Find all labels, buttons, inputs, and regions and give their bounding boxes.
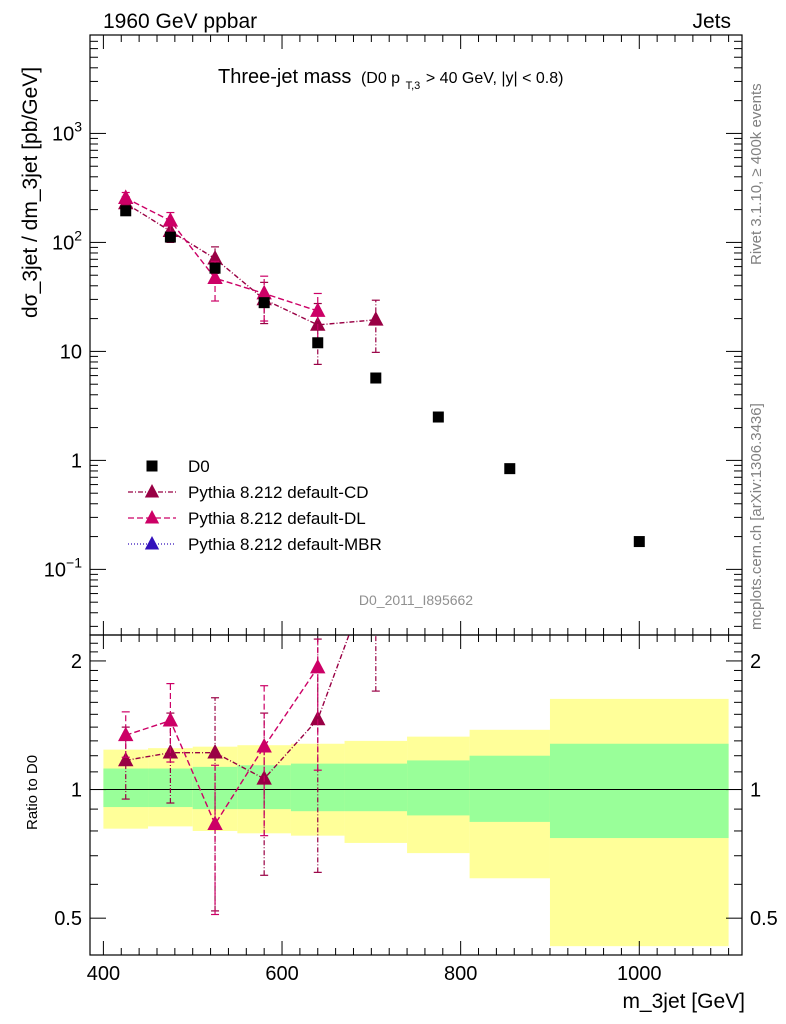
- x-tick-label: 600: [265, 963, 298, 985]
- legend-label: D0: [188, 457, 210, 476]
- y-tick-label: 103: [52, 118, 82, 145]
- ratio-axis-label: Ratio to D0: [24, 755, 41, 830]
- energy-label: 1960 GeV ppbar: [103, 10, 257, 33]
- y-tick-label: 102: [52, 227, 82, 254]
- series-marker: [310, 302, 326, 317]
- ratio-line: [125, 667, 319, 826]
- process-label: Jets: [692, 10, 731, 33]
- legend-series-marker: [144, 509, 160, 524]
- y-tick-exponent: −1: [66, 554, 82, 570]
- ratio-marker: [310, 658, 326, 674]
- y-tick-exponent: 2: [74, 227, 82, 243]
- y-tick-label: 10: [60, 341, 82, 363]
- data-marker: [258, 297, 270, 309]
- ratio-marker: [207, 743, 223, 759]
- ratio-tick-label: 2: [71, 651, 82, 673]
- data-marker: [633, 536, 645, 548]
- ratio-marker: [118, 751, 134, 767]
- data-marker: [504, 463, 516, 475]
- ratio-tick-label-right: 2: [750, 651, 761, 673]
- series-main-1: [118, 189, 326, 340]
- ratio-frame: [89, 634, 743, 956]
- ratio-tick-label-right: 0.5: [750, 908, 778, 930]
- y-tick-base: 10: [52, 123, 74, 145]
- series-marker: [256, 284, 272, 300]
- series-marker: [368, 311, 384, 326]
- data-marker: [432, 411, 444, 423]
- ratio-marker: [118, 726, 134, 742]
- series-marker: [118, 189, 134, 204]
- ratio-marker: [162, 711, 179, 727]
- rivet-label: Rivet 3.1.10, ≥ 400k events: [748, 83, 765, 265]
- data-points: [120, 205, 645, 548]
- plot-title: Three-jet mass (D0 p T,3 > 40 GeV, |y| <…: [218, 66, 563, 94]
- y-tick-exponent: 3: [74, 118, 82, 134]
- series-marker: [207, 269, 223, 285]
- mcplots-label: mcplots.cern.ch [arXiv:1306.3436]: [748, 403, 765, 630]
- y-tick-label: 1: [71, 450, 82, 472]
- analysis-id: D0_2011_I895662: [359, 592, 473, 608]
- x-tick-label: 1000: [617, 963, 662, 985]
- x-axis-label: m_3jet [GeV]: [622, 990, 745, 1013]
- ratio-marker: [256, 737, 272, 753]
- y-tick-base: 10: [44, 559, 66, 581]
- plot-title-cut: (D0 p: [361, 70, 400, 87]
- legend-series-marker: [144, 483, 160, 498]
- series-line: [125, 202, 376, 326]
- band-inner: [407, 760, 470, 816]
- band-inner: [469, 755, 550, 822]
- data-marker: [120, 205, 132, 217]
- legend-label: Pythia 8.212 default-MBR: [188, 535, 382, 554]
- band-inner: [549, 743, 729, 839]
- data-marker: [370, 372, 382, 384]
- legend-label: Pythia 8.212 default-DL: [188, 509, 366, 528]
- uncertainty-bands: [90, 698, 742, 947]
- y-tick-base: 1: [71, 450, 82, 472]
- ratio-tick-label-right: 1: [750, 780, 761, 802]
- plot-title-main: Three-jet mass: [218, 66, 351, 88]
- plot-title-cut-sub: T,3: [406, 80, 421, 92]
- legend-label: Pythia 8.212 default-CD: [188, 483, 369, 502]
- band-inner: [344, 763, 408, 812]
- series-marker: [310, 316, 326, 331]
- data-marker: [312, 337, 324, 349]
- y-tick-base: 10: [60, 341, 82, 363]
- ratio-line: [125, 635, 350, 780]
- legend-series-marker: [144, 535, 160, 550]
- series-ratio-1: [118, 635, 326, 916]
- legend-data-marker: [146, 460, 158, 472]
- ratio-marker: [207, 815, 223, 831]
- x-tick-label: 400: [87, 963, 120, 985]
- ratio-tick-label: 1: [71, 780, 82, 802]
- series-main-0: [118, 194, 384, 365]
- x-tick-label: 800: [444, 963, 477, 985]
- data-marker: [164, 231, 176, 243]
- y-tick-label: 10−1: [44, 554, 82, 581]
- ratio-marker: [310, 710, 326, 726]
- legend: D0 Pythia 8.212 default-CD Pythia 8.212 de…: [128, 457, 382, 554]
- series-line: [125, 197, 318, 312]
- plot-title-cut-suffix: > 40 GeV, |y| < 0.8): [426, 70, 564, 87]
- ratio-tick-label: 0.5: [54, 908, 82, 930]
- series-marker: [162, 212, 179, 227]
- y-tick-base: 10: [52, 232, 74, 254]
- y-axis-label: dσ_3jet / dm_3jet [pb/GeV]: [19, 67, 42, 318]
- data-marker: [209, 262, 221, 274]
